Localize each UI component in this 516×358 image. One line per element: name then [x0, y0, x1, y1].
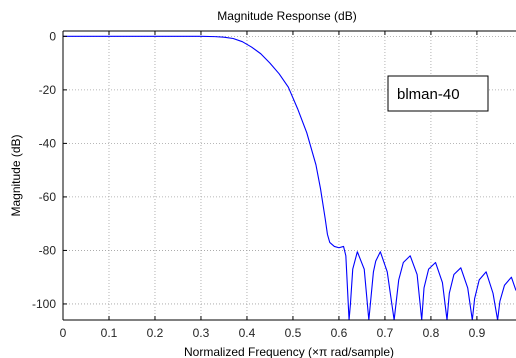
x-tick-label: 0.1 — [101, 326, 118, 340]
tick-marks — [62, 31, 478, 320]
x-tick-label: 0.3 — [193, 326, 210, 340]
data-series-layer — [63, 35, 516, 321]
x-tick-label: 0.7 — [377, 326, 394, 340]
chart-title: Magnitude Response (dB) — [217, 9, 356, 23]
y-axis-title: Magnitude (dB) — [9, 134, 23, 216]
plot-area — [63, 31, 516, 320]
legend-label: blman-40 — [397, 86, 460, 103]
y-tick-label: -60 — [39, 190, 57, 204]
x-tick-label: 0 — [60, 326, 67, 340]
x-axis-title: Normalized Frequency (×π rad/sample) — [184, 345, 394, 358]
y-tick-label: -20 — [39, 83, 57, 97]
axes-frame — [62, 30, 516, 321]
series-line-blman-40 — [63, 35, 516, 321]
x-tick-label: 0.4 — [239, 326, 256, 340]
x-tick-label: 0.9 — [469, 326, 486, 340]
x-tick-label: 0.6 — [331, 326, 348, 340]
legend: blman-40 — [387, 75, 489, 112]
x-tick-label: 0.5 — [285, 326, 302, 340]
y-tick-label: -100 — [32, 297, 56, 311]
x-tick-label: 0.8 — [423, 326, 440, 340]
y-tick-label: 0 — [49, 29, 56, 43]
legend-box — [387, 75, 489, 112]
y-tick-label: -80 — [39, 243, 57, 257]
tick-labels: 0 0.1 0.2 0.3 0.4 0.5 0.6 0.7 0.8 0.9 0 -20 -40 -60 -8… — [32, 29, 486, 340]
x-tick-label: 0.2 — [147, 326, 164, 340]
y-tick-label: -40 — [39, 136, 57, 150]
